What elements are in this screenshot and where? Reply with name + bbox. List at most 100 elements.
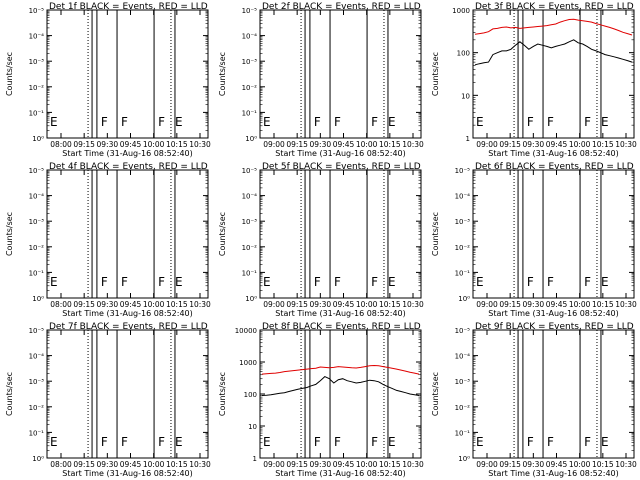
y-tick-label: 10⁻⁵ — [455, 327, 471, 335]
y-tick-label: 10⁰ — [32, 135, 44, 143]
x-tick-label: 09:00 — [476, 140, 498, 149]
y-tick-label: 10 — [461, 92, 470, 100]
plot-frame — [472, 169, 635, 299]
event-marker-label: E — [50, 115, 58, 129]
event-marker-label: E — [476, 435, 484, 449]
x-tick-label: 09:00 — [263, 460, 285, 469]
event-marker-label: F — [314, 435, 321, 449]
event-marker-label: F — [371, 435, 378, 449]
plot-frame — [259, 9, 422, 139]
series-black-line — [474, 39, 633, 66]
event-marker-label: E — [388, 435, 396, 449]
panel-title: Det 1f BLACK = Events, RED = LLD — [49, 2, 208, 12]
panel-det-4: Det 4f BLACK = Events, RED = LLD 10⁰ 10⁻¹ 1… — [5, 162, 211, 318]
x-tick-label: 09:30 — [310, 300, 332, 309]
x-tick-label: 10:00 — [569, 460, 591, 469]
event-marker-label: F — [158, 275, 165, 289]
x-tick-label: 09:15 — [499, 300, 521, 309]
y-tick-label: 10⁻⁵ — [29, 7, 45, 15]
event-marker-label: F — [547, 435, 554, 449]
y-tick-label: 10⁻³ — [242, 218, 258, 226]
x-tick-label: 09:45 — [546, 140, 568, 149]
event-marker-label: F — [547, 115, 554, 129]
plot-frame — [46, 9, 209, 139]
x-axis-label: Start Time (31-Aug-16 08:52:40) — [488, 309, 619, 318]
event-marker-label: F — [121, 275, 128, 289]
event-marker-label: E — [50, 435, 58, 449]
event-marker-label: E — [175, 435, 183, 449]
y-tick-label: 10⁻⁵ — [455, 167, 471, 175]
event-marker-label: F — [158, 115, 165, 129]
panel-det-2: Det 2f BLACK = Events, RED = LLD 10⁰ 10⁻¹ 1… — [218, 2, 424, 158]
event-marker-label: F — [121, 435, 128, 449]
y-axis-label: Counts/sec — [431, 372, 440, 416]
x-tick-label: 10:30 — [615, 300, 637, 309]
x-tick-label: 09:45 — [333, 300, 355, 309]
event-marker-label: E — [476, 115, 484, 129]
x-tick-label: 10:00 — [356, 460, 378, 469]
y-tick-label: 10 — [248, 423, 257, 431]
y-tick-label: 10⁻⁴ — [29, 33, 45, 41]
y-tick-label: 10⁰ — [32, 455, 44, 463]
event-marker-label: F — [101, 115, 108, 129]
event-marker-label: E — [476, 275, 484, 289]
y-tick-label: 1000 — [239, 359, 257, 367]
event-marker-label: F — [334, 435, 341, 449]
x-tick-label: 09:00 — [476, 300, 498, 309]
x-tick-label: 09:15 — [499, 460, 521, 469]
x-tick-label: 09:30 — [97, 140, 119, 149]
x-tick-label: 10:00 — [143, 460, 165, 469]
y-axis-label: Counts/sec — [218, 212, 227, 256]
x-axis-label: Start Time (31-Aug-16 08:52:40) — [488, 149, 619, 158]
x-tick-label: 09:45 — [120, 140, 142, 149]
series-red-line — [474, 18, 633, 36]
event-marker-label: F — [527, 275, 534, 289]
y-tick-label: 10⁻² — [455, 244, 471, 252]
x-axis-label: Start Time (31-Aug-16 08:52:40) — [62, 149, 193, 158]
series-red-line — [261, 364, 420, 375]
y-tick-label: 10⁻⁴ — [455, 353, 471, 361]
event-marker-label: E — [388, 115, 396, 129]
event-marker-label: F — [371, 275, 378, 289]
x-tick-label: 09:30 — [97, 460, 119, 469]
y-tick-label: 10⁻² — [29, 404, 45, 412]
plot-frame — [46, 329, 209, 459]
event-marker-label: F — [527, 435, 534, 449]
x-tick-label: 10:30 — [402, 460, 424, 469]
y-axis-label: Counts/sec — [218, 52, 227, 96]
plot-frame — [472, 329, 635, 459]
y-tick-label: 10⁻² — [242, 84, 258, 92]
event-marker-label: F — [101, 435, 108, 449]
x-tick-label: 09:30 — [523, 140, 545, 149]
x-tick-label: 09:15 — [73, 300, 95, 309]
y-tick-label: 10⁻³ — [455, 218, 471, 226]
y-tick-label: 10⁻³ — [29, 378, 45, 386]
y-tick-label: 10⁻³ — [29, 58, 45, 66]
x-tick-label: 09:45 — [546, 460, 568, 469]
series-black-line — [261, 376, 420, 396]
y-tick-label: 10⁻⁵ — [242, 7, 258, 15]
y-tick-label: 10⁻¹ — [29, 429, 45, 437]
panel-title: Det 8f BLACK = Events, RED = LLD — [262, 322, 421, 332]
x-tick-label: 09:45 — [546, 300, 568, 309]
x-axis-label: Start Time (31-Aug-16 08:52:40) — [275, 309, 406, 318]
y-tick-label: 10⁻² — [29, 244, 45, 252]
x-tick-label: 09:15 — [286, 300, 308, 309]
event-marker-label: E — [601, 275, 609, 289]
plot-frame — [46, 169, 209, 299]
x-tick-label: 09:45 — [333, 460, 355, 469]
y-tick-label: 10⁻⁵ — [242, 167, 258, 175]
y-tick-label: 10⁰ — [458, 295, 470, 303]
y-tick-label: 10000 — [235, 327, 257, 335]
event-marker-label: F — [334, 115, 341, 129]
y-tick-label: 10⁻² — [29, 84, 45, 92]
x-tick-label: 09:45 — [120, 460, 142, 469]
x-tick-label: 10:15 — [592, 140, 614, 149]
x-tick-label: 09:30 — [97, 300, 119, 309]
panel-title: Det 6f BLACK = Events, RED = LLD — [475, 162, 634, 172]
y-axis-label: Counts/sec — [5, 372, 14, 416]
event-marker-label: F — [101, 275, 108, 289]
x-tick-label: 10:15 — [166, 300, 188, 309]
y-tick-label: 10⁻⁴ — [29, 193, 45, 201]
